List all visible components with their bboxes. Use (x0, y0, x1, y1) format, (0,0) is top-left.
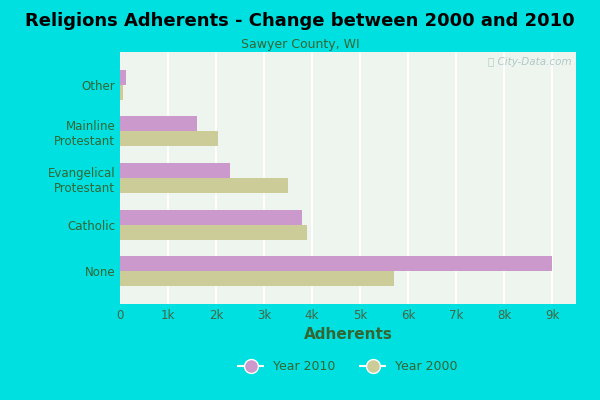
Bar (120, 256, 552, 271)
Bar (120, 131, 218, 146)
Bar (120, 163, 230, 178)
Bar (120, 70, 126, 85)
Bar (120, 271, 394, 286)
Legend: Year 2010, Year 2000: Year 2010, Year 2000 (233, 355, 463, 378)
Bar (120, 225, 307, 240)
Bar (120, 85, 124, 100)
Text: Sawyer County, WI: Sawyer County, WI (241, 38, 359, 51)
Text: Religions Adherents - Change between 2000 and 2010: Religions Adherents - Change between 200… (25, 12, 575, 30)
X-axis label: Adherents: Adherents (304, 328, 392, 342)
Text: ⓘ City-Data.com: ⓘ City-Data.com (488, 57, 571, 67)
Bar (120, 210, 302, 225)
Bar (120, 116, 197, 131)
Bar (120, 178, 288, 193)
